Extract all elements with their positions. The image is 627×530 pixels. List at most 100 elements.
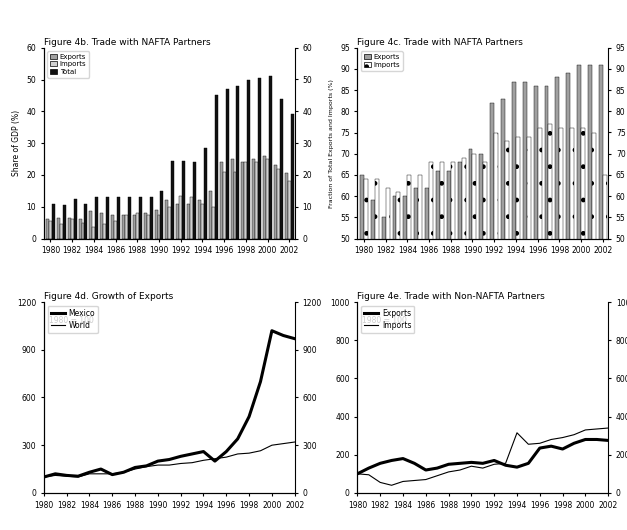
Y-axis label: Fraction of Total Exports and Imports (%): Fraction of Total Exports and Imports (%…	[329, 78, 334, 208]
Bar	[198, 200, 201, 238]
Exports	[399, 455, 407, 462]
Mexico	[120, 469, 127, 475]
Mexico	[223, 448, 230, 455]
Bar	[425, 188, 429, 450]
Legend: Mexico, World: Mexico, World	[48, 306, 98, 333]
Bar	[78, 219, 82, 238]
Bar	[382, 217, 386, 450]
Exports	[479, 460, 487, 466]
Text: 1980 = 100: 1980 = 100	[362, 316, 408, 325]
Mexico	[280, 332, 287, 339]
Y-axis label: Share of GDP (%): Share of GDP (%)	[12, 110, 21, 176]
World	[120, 469, 127, 475]
Exports	[376, 460, 384, 466]
Bar	[150, 197, 152, 238]
Bar	[214, 95, 218, 238]
World	[223, 454, 230, 460]
Bar	[182, 161, 185, 238]
Mexico	[40, 474, 48, 480]
Exports	[365, 465, 372, 471]
Imports	[525, 441, 532, 447]
Bar	[155, 210, 157, 239]
Bar	[556, 77, 559, 450]
Imports	[411, 478, 418, 484]
World	[131, 466, 139, 472]
Imports	[468, 463, 475, 470]
Bar	[133, 215, 136, 238]
World	[200, 457, 208, 463]
Mexico	[75, 473, 82, 479]
Mexico	[245, 413, 253, 420]
World	[154, 462, 162, 469]
Imports	[445, 469, 452, 475]
Bar	[440, 162, 444, 450]
Bar	[371, 200, 375, 450]
Imports	[456, 467, 464, 473]
World	[291, 439, 298, 445]
Imports	[399, 478, 407, 484]
Bar	[480, 154, 483, 450]
Bar	[588, 65, 592, 450]
Bar	[451, 162, 455, 450]
Imports	[502, 460, 509, 466]
Exports	[433, 465, 441, 471]
Bar	[505, 141, 509, 450]
World	[75, 474, 82, 480]
Mexico	[234, 436, 241, 442]
Bar	[592, 132, 596, 450]
Bar	[545, 86, 549, 450]
Imports	[536, 440, 544, 446]
Mexico	[51, 471, 59, 477]
Mexico	[256, 378, 264, 385]
Exports	[490, 457, 498, 464]
Imports	[422, 476, 429, 483]
Exports	[445, 461, 452, 467]
Text: Figure 4c. Trade with NAFTA Partners: Figure 4c. Trade with NAFTA Partners	[357, 38, 524, 47]
World	[40, 474, 48, 480]
Imports	[479, 465, 487, 471]
Bar	[226, 89, 228, 238]
Bar	[60, 224, 63, 238]
Bar	[277, 169, 280, 238]
Bar	[166, 200, 169, 238]
Exports	[468, 459, 475, 465]
Bar	[252, 159, 255, 238]
Bar	[436, 171, 440, 450]
Bar	[360, 175, 364, 450]
Bar	[128, 197, 131, 238]
Bar	[473, 154, 477, 450]
Exports	[525, 460, 532, 466]
World	[211, 455, 219, 462]
Bar	[501, 99, 505, 450]
Bar	[212, 207, 214, 238]
Bar	[418, 175, 422, 450]
Bar	[494, 132, 498, 450]
World	[177, 460, 184, 466]
Bar	[193, 162, 196, 238]
Bar	[603, 175, 607, 450]
Bar	[396, 192, 401, 450]
Bar	[71, 219, 73, 238]
Imports	[593, 426, 601, 432]
Mexico	[143, 463, 150, 469]
Bar	[82, 223, 85, 238]
Bar	[219, 162, 223, 238]
Mexico	[177, 453, 184, 460]
Bar	[559, 128, 563, 450]
Bar	[49, 221, 52, 238]
Bar	[414, 188, 418, 450]
World	[280, 440, 287, 447]
Bar	[245, 162, 247, 238]
Exports	[456, 460, 464, 466]
Line: Mexico: Mexico	[44, 331, 295, 477]
Mexico	[63, 472, 70, 479]
Bar	[122, 215, 125, 238]
Imports	[433, 473, 441, 479]
Bar	[125, 215, 128, 238]
Bar	[231, 159, 233, 238]
Bar	[255, 162, 258, 238]
Bar	[458, 162, 461, 450]
Imports	[547, 436, 555, 443]
Bar	[144, 213, 147, 238]
Bar	[291, 114, 293, 238]
